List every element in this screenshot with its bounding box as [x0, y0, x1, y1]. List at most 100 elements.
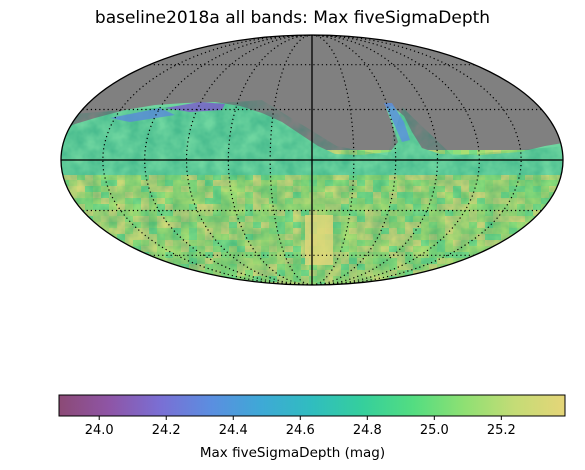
- map-cell: [165, 264, 173, 270]
- map-cell: [61, 264, 69, 270]
- map-cell: [125, 282, 133, 288]
- map-cell: [533, 264, 541, 270]
- map-cell: [69, 222, 77, 228]
- map-cell: [229, 282, 237, 288]
- map-cell: [77, 270, 85, 276]
- map-cell: [485, 252, 493, 258]
- map-cell: [469, 270, 477, 276]
- map-cell: [165, 276, 173, 282]
- map-cell: [117, 246, 125, 252]
- map-cell: [69, 234, 77, 240]
- map-cell: [421, 276, 429, 282]
- map-cell: [141, 264, 149, 270]
- map-cell: [157, 276, 165, 282]
- map-cell: [501, 252, 509, 258]
- map-cell: [541, 270, 549, 276]
- map-cell: [501, 282, 509, 288]
- map-cell: [485, 282, 493, 288]
- map-cell: [517, 270, 525, 276]
- map-cell: [69, 216, 77, 222]
- map-cell: [125, 276, 133, 282]
- map-cell: [69, 228, 77, 234]
- map-cell: [501, 246, 509, 252]
- map-cell: [533, 258, 541, 264]
- map-cell: [77, 240, 85, 246]
- map-cell: [93, 282, 101, 288]
- map-cell: [517, 276, 525, 282]
- map-cell: [517, 246, 525, 252]
- map-cell: [173, 282, 181, 288]
- map-cell: [181, 270, 189, 276]
- map-cell: [165, 282, 173, 288]
- map-cell: [557, 186, 565, 192]
- map-cell: [557, 198, 565, 204]
- map-cell: [93, 234, 101, 240]
- map-cell: [125, 264, 133, 270]
- map-cell: [437, 270, 445, 276]
- map-cell: [77, 234, 85, 240]
- map-cell: [493, 264, 501, 270]
- map-cell: [101, 270, 109, 276]
- map-cell: [69, 258, 77, 264]
- map-cell: [549, 246, 557, 252]
- map-cell: [365, 282, 373, 288]
- map-cell: [221, 282, 229, 288]
- map-cell: [157, 270, 165, 276]
- map-cell: [117, 252, 125, 258]
- map-cell: [493, 282, 501, 288]
- map-cell: [525, 276, 533, 282]
- map-cell: [525, 258, 533, 264]
- map-cell: [157, 282, 165, 288]
- map-cell: [533, 246, 541, 252]
- map-cell: [533, 276, 541, 282]
- colorbar-tick-label: 24.0: [85, 423, 114, 438]
- map-cell: [69, 252, 77, 258]
- map-cell: [93, 252, 101, 258]
- map-cell: [533, 252, 541, 258]
- map-cell: [101, 258, 109, 264]
- map-cell: [77, 264, 85, 270]
- map-cell: [149, 258, 157, 264]
- map-cell: [557, 258, 565, 264]
- map-cell: [509, 252, 517, 258]
- map-cell: [549, 228, 557, 234]
- map-cell: [69, 282, 77, 288]
- map-cell: [157, 264, 165, 270]
- map-cell: [61, 198, 69, 204]
- map-cell: [541, 264, 549, 270]
- map-cell: [541, 210, 549, 216]
- map-cell: [541, 234, 549, 240]
- map-cell: [461, 270, 469, 276]
- map-cell: [453, 282, 461, 288]
- map-cell: [389, 282, 397, 288]
- map-cell: [549, 276, 557, 282]
- map-cell: [461, 264, 469, 270]
- map-cell: [101, 234, 109, 240]
- map-cell: [541, 276, 549, 282]
- map-cell: [173, 270, 181, 276]
- map-cell: [181, 282, 189, 288]
- map-cell: [69, 204, 77, 210]
- map-cell: [77, 216, 85, 222]
- map-cell: [525, 264, 533, 270]
- colorbar-ticks: 24.0 24.2 24.4 24.6 24.8 25.0 25.2: [85, 416, 516, 438]
- map-cell: [509, 270, 517, 276]
- colorbar-tick-label: 25.2: [487, 423, 516, 438]
- map-cell: [501, 276, 509, 282]
- map-cell: [93, 240, 101, 246]
- map-cell: [549, 252, 557, 258]
- map-cell: [61, 240, 69, 246]
- map-cell: [509, 276, 517, 282]
- map-cell: [557, 282, 565, 288]
- map-cell: [117, 276, 125, 282]
- map-cell: [69, 264, 77, 270]
- map-cell: [493, 258, 501, 264]
- map-cell: [549, 258, 557, 264]
- map-cell: [109, 246, 117, 252]
- map-cell: [149, 276, 157, 282]
- map-cell: [77, 276, 85, 282]
- map-cell: [549, 204, 557, 210]
- map-cell: [77, 258, 85, 264]
- map-cell: [109, 240, 117, 246]
- map-cell: [205, 276, 213, 282]
